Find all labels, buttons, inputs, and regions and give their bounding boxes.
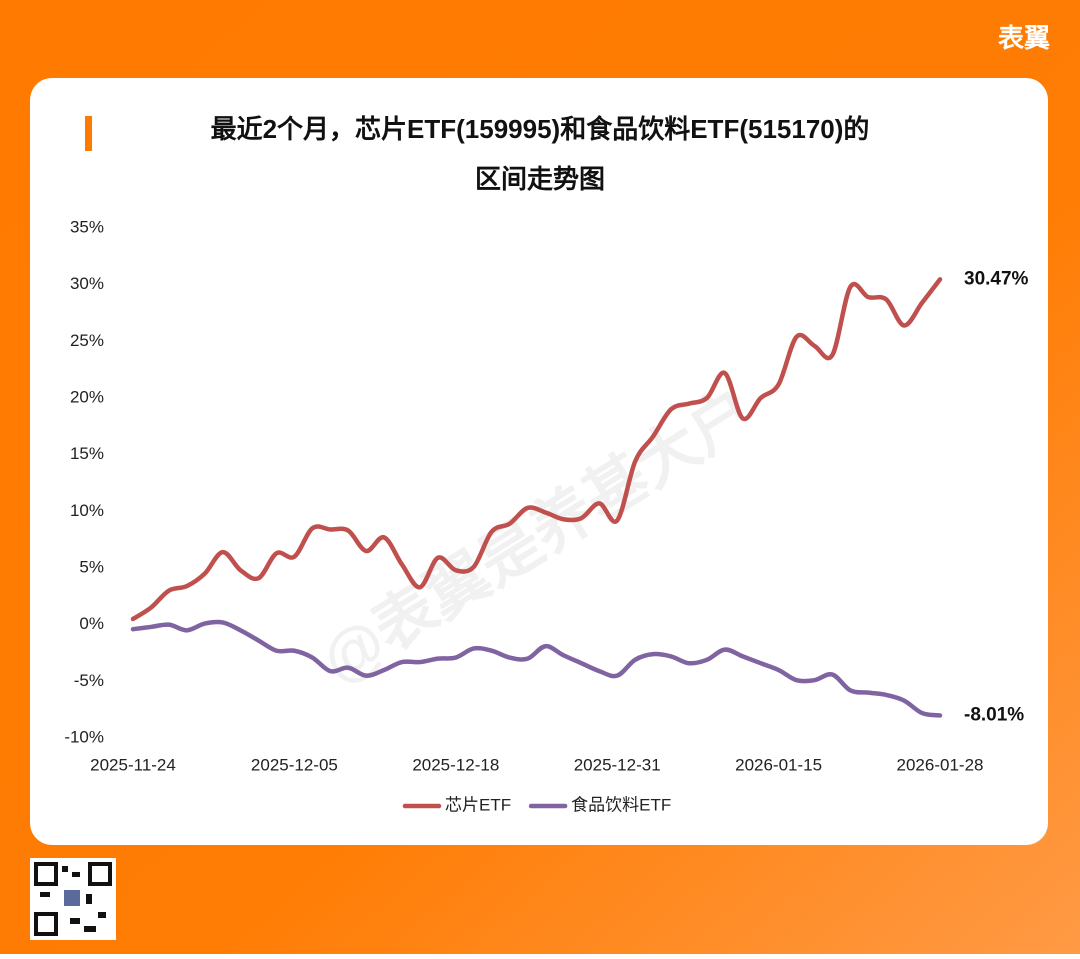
legend-label: 芯片ETF	[445, 795, 511, 814]
data-label: -8.01%	[964, 704, 1024, 725]
chart-title: 区间走势图	[475, 164, 605, 194]
series-line	[130, 277, 943, 622]
y-tick-label: 15%	[70, 444, 104, 463]
x-tick-label: 2025-11-24	[90, 755, 176, 774]
title-accent	[85, 116, 92, 151]
x-tick-label: 2026-01-15	[735, 755, 822, 774]
y-tick-label: 10%	[70, 501, 104, 520]
plot: -10% -5% 0% 5% 10% 15% 20% 25% 30% 35% 2025-11-24 2…	[64, 217, 1028, 814]
data-label: 30.47%	[964, 268, 1029, 289]
chart-title: 最近2个月，芯片ETF(159995)和食品饮料ETF(515170)的	[211, 114, 870, 144]
x-tick-label: 2025-12-31	[574, 755, 661, 774]
y-tick-label: 20%	[70, 387, 104, 406]
y-tick-label: 25%	[70, 331, 104, 350]
x-tick-label: 2025-12-18	[412, 755, 499, 774]
qr-code	[30, 858, 116, 940]
brand: 表翼	[998, 23, 1050, 53]
x-tick-label: 2026-01-28	[897, 755, 984, 774]
y-tick-label: -10%	[64, 727, 104, 746]
y-tick-label: 30%	[70, 274, 104, 293]
series-line	[130, 619, 943, 718]
legend-label: 食品饮料ETF	[571, 795, 671, 814]
y-tick-label: 0%	[79, 614, 104, 633]
y-tick-label: 5%	[79, 557, 104, 576]
y-tick-label: -5%	[74, 671, 104, 690]
y-tick-label: 35%	[70, 217, 104, 236]
x-tick-label: 2025-12-05	[251, 755, 338, 774]
